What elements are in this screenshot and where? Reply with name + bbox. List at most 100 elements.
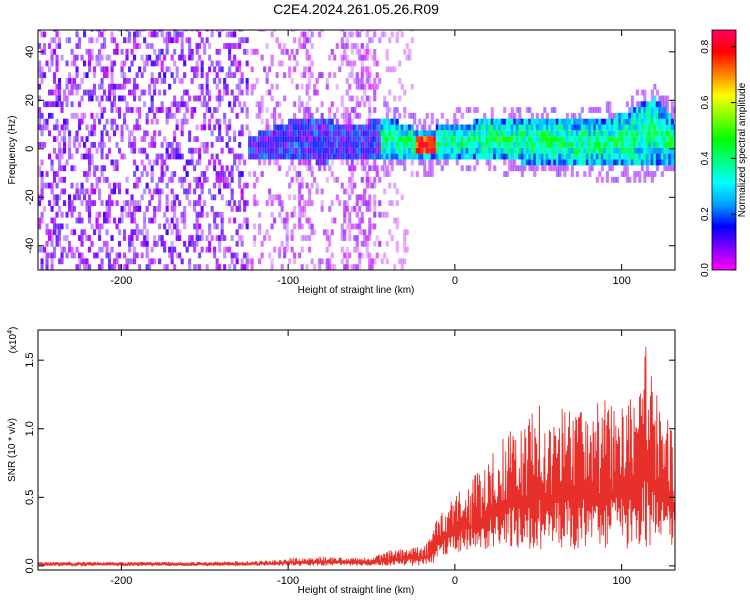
- spectrogram-cell: [663, 101, 667, 108]
- spectrogram-cell: [343, 211, 347, 218]
- spectrogram-cell: [185, 246, 189, 253]
- spectrogram-cell: [640, 153, 644, 160]
- spectrogram-cell: [305, 142, 309, 148]
- spectrogram-cell: [405, 43, 409, 49]
- spectrogram-cell: [300, 235, 304, 241]
- spectrogram-cell: [365, 176, 369, 183]
- spectrogram-cell: [270, 112, 274, 119]
- spectrogram-cell: [145, 153, 149, 160]
- spectrogram-cell: [598, 118, 602, 125]
- spectrogram-cell: [410, 142, 414, 148]
- spectrogram-cell: [243, 217, 247, 224]
- spectrogram-cell: [293, 66, 297, 73]
- spectrogram-cell: [573, 112, 577, 119]
- spectrogram-cell: [373, 159, 377, 166]
- spectrogram-cell: [403, 153, 407, 160]
- spectrogram-cell: [615, 130, 619, 137]
- spectrogram-cell: [58, 258, 62, 265]
- spectrogram-cell: [58, 206, 62, 212]
- spectrogram-cell: [170, 206, 174, 212]
- spectrogram-cell: [100, 264, 104, 270]
- spectrogram-cell: [523, 165, 527, 172]
- spectrogram-cell: [170, 54, 174, 61]
- spectrogram-cell: [198, 235, 202, 241]
- spectrogram-cell: [100, 258, 104, 265]
- spectrogram-cell: [63, 147, 67, 154]
- spectrogram-cell: [313, 147, 317, 154]
- spectrogram-cell: [100, 66, 104, 73]
- spectrogram-cell: [320, 136, 324, 143]
- spectrogram-cell: [195, 200, 199, 207]
- spectrogram-cell: [553, 142, 557, 148]
- spectrogram-cell: [348, 147, 352, 154]
- spectrogram-cell: [553, 147, 557, 154]
- spectrogram-cell: [630, 95, 634, 102]
- spectrogram-cell: [635, 118, 639, 125]
- spectrogram-cell: [210, 142, 214, 148]
- spectrogram-cell: [115, 200, 119, 207]
- spectrogram-cell: [58, 147, 62, 154]
- spectrogram-cell: [118, 112, 122, 119]
- spectrogram-cell: [150, 258, 154, 265]
- spectrogram-cell: [605, 101, 609, 108]
- spectrogram-cell: [245, 124, 249, 131]
- spectrogram-cell: [80, 78, 84, 84]
- spectrogram-cell: [93, 89, 97, 96]
- spectrogram-cell: [85, 206, 89, 212]
- spectrogram-cell: [165, 37, 169, 44]
- spectrogram-cell: [408, 147, 412, 154]
- spectrogram-cell: [380, 153, 384, 160]
- spectrogram-cell: [130, 142, 134, 148]
- spectrogram-cell: [88, 194, 92, 201]
- spectrogram-cell: [550, 124, 554, 131]
- spectrogram-cell: [368, 66, 372, 73]
- spectrogram-cell: [480, 124, 484, 131]
- spectrogram-cell: [508, 112, 512, 119]
- spectrogram-cell: [315, 147, 319, 154]
- spectrogram-cell: [345, 130, 349, 137]
- spectrogram-cell: [295, 171, 299, 177]
- spectrogram-cell: [588, 142, 592, 148]
- spectrogram-cell: [570, 147, 574, 154]
- spectrogram-cell: [243, 252, 247, 259]
- spectrogram-cell: [300, 194, 304, 201]
- spectrogram-cell: [295, 176, 299, 183]
- spectrogram-cell: [360, 95, 364, 102]
- spectrogram-cell: [190, 107, 194, 113]
- spectrogram-cell: [88, 159, 92, 166]
- spectrogram-cell: [605, 159, 609, 166]
- spectrogram-cell: [58, 159, 62, 166]
- spectrogram-cell: [538, 124, 542, 131]
- spectrogram-cell: [105, 200, 109, 207]
- spectrogram-cell: [243, 264, 247, 270]
- spectrogram-cell: [438, 159, 442, 166]
- spectrogram-cell: [180, 54, 184, 61]
- spectrogram-cell: [580, 153, 584, 160]
- spectrogram-cell: [425, 147, 429, 154]
- spectrogram-cell: [668, 112, 672, 119]
- spectrogram-cell: [560, 136, 564, 143]
- spectrogram-cell: [283, 153, 287, 160]
- spectrogram-cell: [578, 118, 582, 125]
- spectrogram-cell: [403, 235, 407, 241]
- spectrogram-cell: [648, 124, 652, 131]
- spectrogram-cell: [428, 124, 432, 131]
- spectrogram-cell: [528, 124, 532, 131]
- spectrogram-cell: [648, 153, 652, 160]
- spectrogram-cell: [405, 229, 409, 236]
- spectrogram-cell: [308, 147, 312, 154]
- spectrogram-cell: [330, 124, 334, 131]
- spectrogram-cell: [140, 194, 144, 201]
- spectrogram-cell: [265, 130, 269, 137]
- spectrogram-cell: [353, 112, 357, 119]
- spectrogram-cell: [178, 107, 182, 113]
- spectrogram-cell: [360, 159, 364, 166]
- spectrogram-cell: [270, 95, 274, 102]
- spectrogram-cell: [448, 142, 452, 148]
- spectrogram-cell: [98, 31, 102, 38]
- spectrogram-cell: [90, 112, 94, 119]
- spectrogram-cell: [55, 31, 59, 38]
- spectrogram-cell: [525, 118, 529, 125]
- spectrogram-cell: [298, 217, 302, 224]
- spectrogram-cell: [620, 118, 624, 125]
